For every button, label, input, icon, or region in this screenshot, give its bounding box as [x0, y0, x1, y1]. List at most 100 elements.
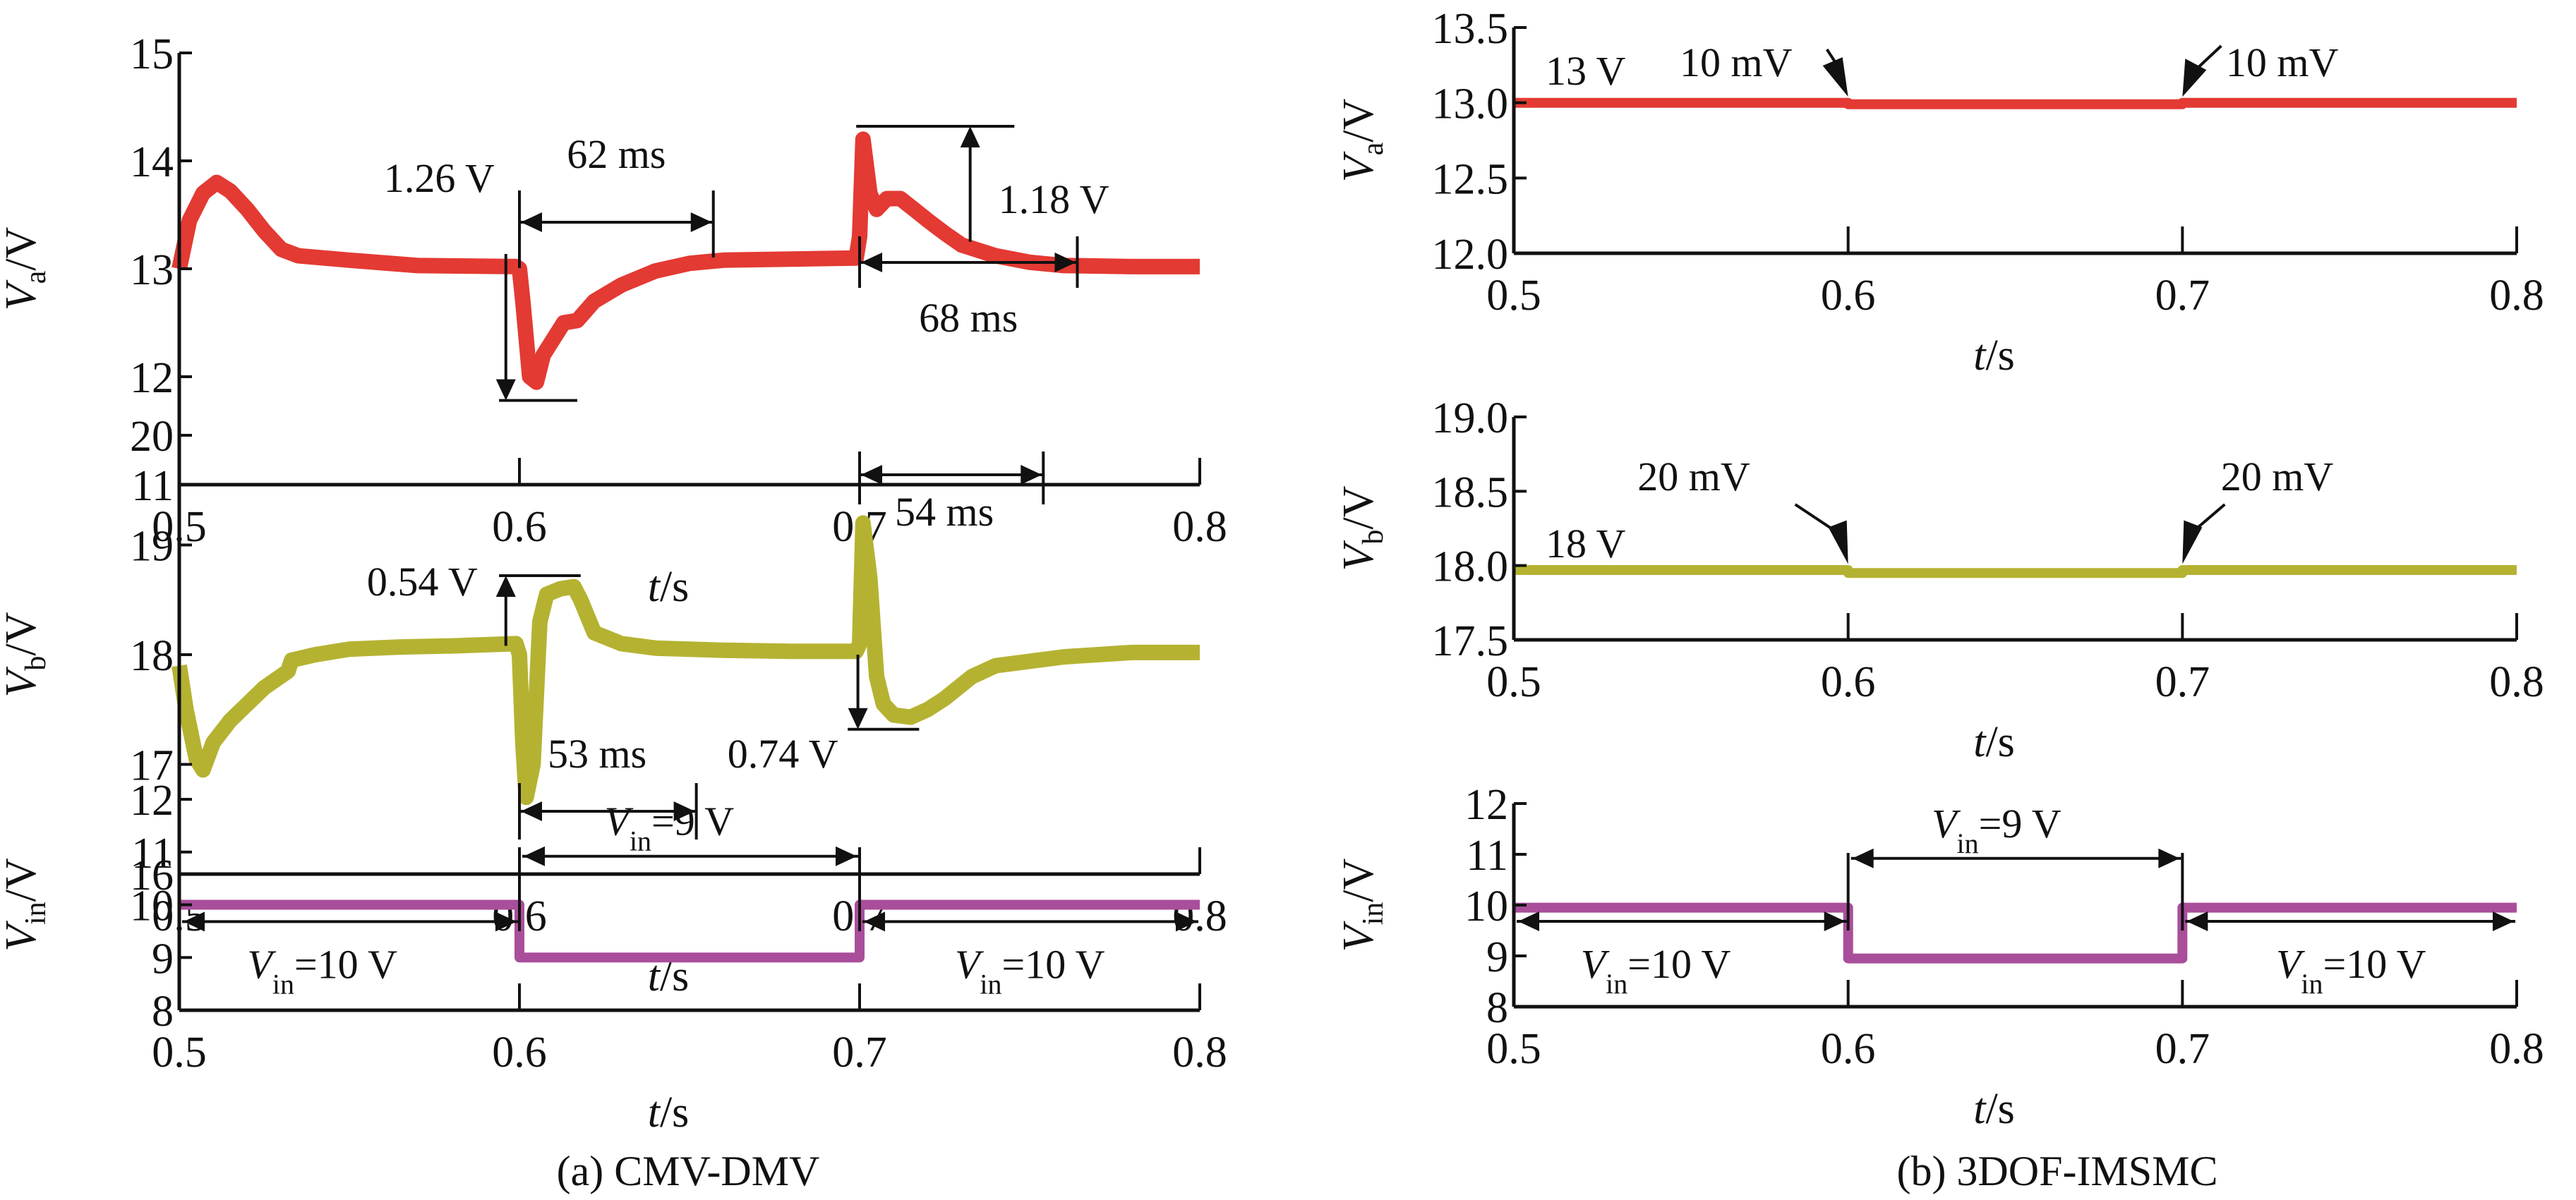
series-line-vin [1514, 902, 2517, 964]
vin-sub: in [1957, 828, 1979, 859]
y-label-sub: in [20, 902, 52, 925]
annotations: 62 ms 1.26 V 1.18 V 68 ms [384, 125, 1109, 402]
x-tick-label: 0.6 [492, 1029, 547, 1077]
y-label-sub: a [1357, 142, 1390, 155]
annotation-0-54v: 0.54 V [367, 559, 478, 605]
x-label-unit: /s [660, 1089, 689, 1137]
arrow-head-left [1518, 911, 1539, 932]
caption-left: (a) CMV-DMV [557, 1148, 820, 1194]
arrow-head-left [521, 801, 542, 821]
annotation-1-18v: 1.18 V [999, 176, 1109, 222]
y-label-unit: /V [0, 858, 45, 902]
y-tick-label: 8 [152, 988, 174, 1036]
arrow-head-down [848, 708, 868, 729]
y-tick-label: 12.5 [1432, 155, 1509, 203]
vin-value: =10 V [1627, 941, 1731, 987]
y-tick-label: 9 [152, 935, 174, 983]
y-tick-label: 14 [130, 138, 174, 186]
x-axis-label: t/s [1973, 332, 2015, 380]
y-tick-label: 12.0 [1432, 231, 1509, 279]
series-line-vb [171, 515, 1200, 806]
x-tick-label: 0.5 [1486, 272, 1541, 320]
x-tick-label: 0.5 [1486, 1025, 1541, 1073]
arrow-head-right [1054, 253, 1076, 272]
annotation-53ms: 53 ms [548, 731, 646, 777]
x-tick-label: 0.8 [2489, 272, 2544, 320]
y-label-var: V [0, 279, 45, 310]
y-tick-label: 19 [130, 523, 174, 571]
y-label-var: V [1335, 151, 1383, 182]
y-tick-label: 15 [130, 30, 174, 78]
y-tick-label: 18 [130, 632, 174, 680]
pointer-arrow-head [1828, 520, 1848, 564]
arrow-head-left [2186, 911, 2208, 932]
pointer-arrow-head [2182, 59, 2207, 97]
y-label-unit: /V [1335, 485, 1383, 529]
annotation-vin-label: Vin=10 V [247, 941, 397, 1000]
vin-value: =10 V [294, 941, 397, 987]
y-label-unit: /V [0, 227, 45, 271]
annotation-20mv-left: 20 mV [1637, 454, 1750, 499]
y-tick-label: 12 [130, 777, 174, 825]
x-label-var: t [1973, 718, 1987, 766]
arrow-head-right [1176, 911, 1197, 932]
y-label-var: V [1335, 540, 1383, 571]
vin-value: =9 V [1979, 801, 2062, 847]
annotation-vin-label: Vin=10 V [955, 941, 1105, 1000]
y-label-sub: b [20, 656, 52, 671]
annotation-vin-label: Vin=10 V [1581, 941, 1731, 1000]
arrow-head-right [836, 846, 857, 866]
x-label-var: t [1973, 1085, 1987, 1133]
x-axis-label: t/s [1973, 718, 2015, 766]
y-tick-label: 18.5 [1432, 468, 1509, 516]
series-line-vin [179, 899, 1200, 963]
vin-var: V [1581, 941, 1611, 987]
annotation-vin-label: Vin=9 V [605, 799, 735, 857]
y-label-var: V [0, 666, 45, 697]
vin-value: =9 V [651, 799, 734, 844]
x-axis-label: t/s [1973, 1085, 2015, 1133]
vin-var: V [955, 941, 985, 987]
arrow-head-left [183, 911, 205, 932]
arrow-head-up [495, 576, 516, 598]
arrow-head-right [1021, 465, 1042, 485]
annotation-13v: 13 V [1546, 48, 1625, 94]
vin-sub: in [1606, 968, 1627, 1000]
annotation-54ms: 54 ms [895, 489, 994, 535]
annotation-10mv-left: 10 mV [1680, 40, 1793, 85]
vin-var: V [2276, 941, 2306, 987]
annotations: 0.54 V 53 ms 0.74 V 54 ms [367, 451, 1045, 840]
y-tick-label: 16 [130, 851, 174, 899]
arrow-head-up [960, 126, 980, 148]
series-line-va [1514, 97, 2517, 109]
y-label-sub: b [1357, 530, 1390, 545]
vin-sub: in [272, 968, 294, 1000]
y-axis-label: Va/V [0, 227, 52, 311]
y-tick-label: 19.0 [1432, 394, 1509, 442]
x-tick-label: 0.6 [492, 503, 547, 551]
y-axis-label: Vb/V [0, 612, 52, 697]
y-label-var: V [1335, 921, 1383, 952]
y-label-unit: /V [1335, 859, 1383, 902]
x-label-var: t [648, 1089, 661, 1137]
y-tick-label: 9 [1486, 933, 1508, 981]
y-tick-label: 20 [130, 413, 174, 461]
annotations: 18 V 20 mV 20 mV [1546, 454, 2333, 566]
y-label-var: V [0, 921, 45, 952]
arrow-head-left [861, 253, 882, 272]
x-tick-label: 0.8 [1172, 1029, 1227, 1077]
vin-var: V [1932, 801, 1961, 847]
arrow-head-left [521, 212, 542, 232]
arrow-head-left [1852, 848, 1874, 868]
y-tick-label: 12 [1464, 781, 1508, 829]
arrow-head-right [2493, 911, 2514, 932]
vin-sub: in [980, 968, 1001, 1000]
x-label-var: t [648, 952, 661, 1000]
y-tick-label: 11 [131, 462, 174, 510]
vin-value: =10 V [1002, 941, 1105, 987]
